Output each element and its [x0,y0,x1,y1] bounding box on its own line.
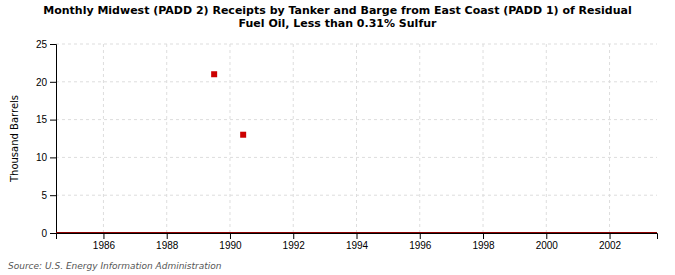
tick-label: 1990 [219,240,242,251]
annotation: Source: U.S. Energy Information Administ… [8,261,222,271]
grid-line [356,44,357,233]
tick-mark [546,233,547,239]
x-axis: 1986 1988 1990 1992 1994 1996 1998 2000 2002 [57,233,658,251]
tick-label: 1992 [283,240,306,251]
chart: Monthly Midwest (PADD 2) Receipts by Tan… [0,0,675,275]
tick-label: 2002 [599,240,622,251]
tick-label: 1994 [346,240,369,251]
grid-line [483,44,484,233]
y-tick: 20 [36,77,56,88]
tick-mark [610,233,611,239]
y-axis-label: Thousand Barrels [9,95,20,183]
grid-line [103,44,104,233]
tick-label: 5 [41,190,47,201]
axis-line [57,234,658,240]
tick-label: 25 [36,39,48,50]
tick-mark [103,233,104,239]
grid-line [56,157,657,158]
y-tick: 5 [41,190,56,201]
y-tick: 25 [36,39,56,50]
tick-mark [230,233,231,239]
tick-mark [50,233,56,234]
grid-line [229,44,230,233]
x-tick: 1990 [219,233,242,251]
tick-mark [50,44,56,45]
grid-line [166,44,167,233]
grid-line [56,119,657,120]
x-tick: 1986 [93,233,116,251]
grid-line [293,44,294,233]
tick-mark [293,233,294,239]
x-tick: 2000 [536,233,559,251]
x-tick: 1998 [472,233,495,251]
plot: 1986 1988 1990 1992 1994 1996 1998 2000 2002 0 5 10… [9,39,658,251]
grid-line [419,44,420,233]
grid-line [56,44,657,45]
tick-mark [357,233,358,239]
tick-mark [167,233,168,239]
tick-label: 1998 [472,240,495,251]
line [56,232,657,233]
tick-label: 20 [36,77,48,88]
x-tick: 1996 [409,233,432,251]
tick-mark [420,233,421,239]
point [211,71,217,77]
tick-mark [50,120,56,121]
points [211,71,246,137]
grid-line [56,195,657,196]
grid [56,44,657,233]
tick-label: 1988 [156,240,179,251]
marks [56,71,657,233]
title: Monthly Midwest (PADD 2) Receipts by Tan… [43,4,632,30]
axis-line [50,45,57,234]
y-tick: 0 [41,228,56,239]
tick-label: 15 [36,114,48,125]
grid-line [609,44,610,233]
tick-label: 2000 [536,240,559,251]
point [240,132,246,138]
tick-label: 1986 [93,240,116,251]
x-tick: 1994 [346,233,369,251]
x-tick: 1992 [283,233,306,251]
x-tick: 2002 [599,233,622,251]
tick-label: 0 [41,228,47,239]
x-tick: 1988 [156,233,179,251]
tick-mark [50,195,56,196]
tick-label: 10 [36,152,48,163]
grid-line [56,81,657,82]
y-tick: 10 [36,152,56,163]
tick-mark [50,82,56,83]
y-axis: 0 5 10 15 20 25 [36,39,57,239]
tick-label: 1996 [409,240,432,251]
tick-mark [483,233,484,239]
y-tick: 15 [36,114,56,125]
tick-mark [50,157,56,158]
grid-line [546,44,547,233]
